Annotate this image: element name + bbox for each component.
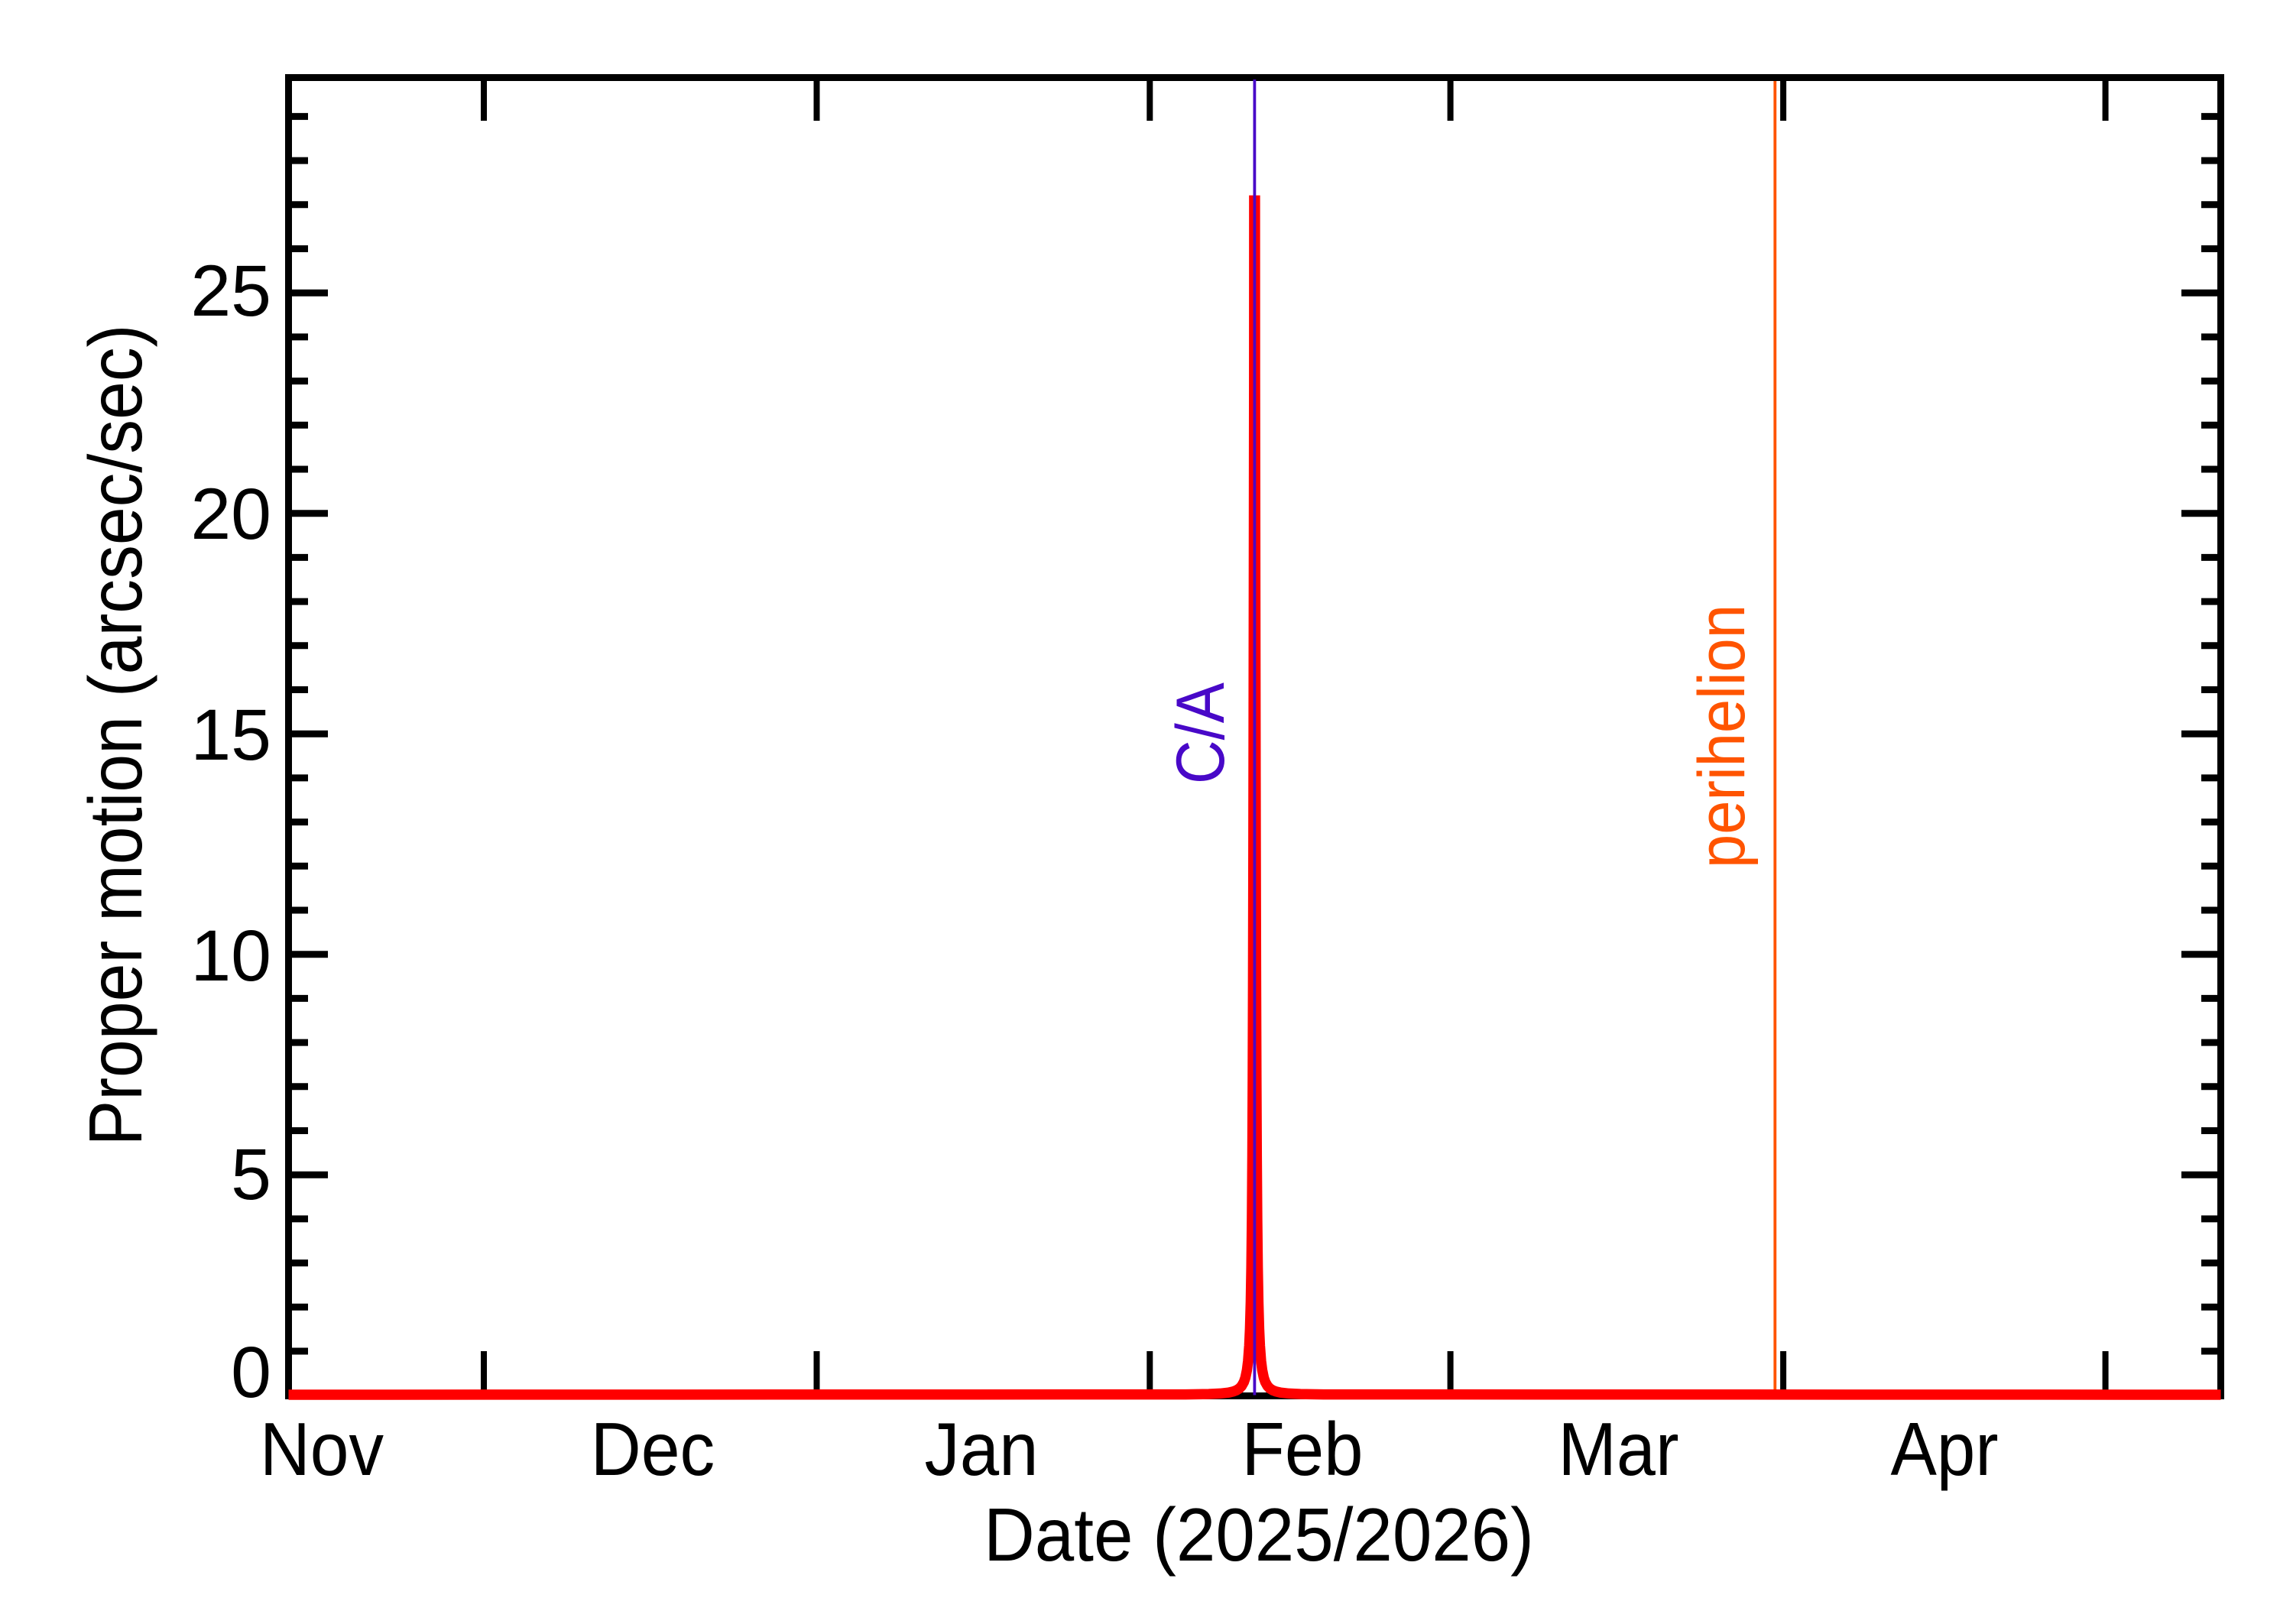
- svg-text:Dec: Dec: [591, 1407, 715, 1491]
- svg-text:0: 0: [231, 1332, 271, 1413]
- svg-text:10: 10: [190, 916, 271, 997]
- svg-text:20: 20: [190, 474, 271, 555]
- svg-text:Jan: Jan: [925, 1407, 1039, 1491]
- svg-text:perihelion: perihelion: [1685, 605, 1759, 868]
- svg-text:Date (2025/2026): Date (2025/2026): [984, 1493, 1534, 1577]
- svg-text:C/A: C/A: [1162, 682, 1238, 784]
- svg-text:Feb: Feb: [1242, 1407, 1364, 1491]
- svg-text:25: 25: [190, 251, 271, 332]
- svg-text:Proper motion (arcsec/sec): Proper motion (arcsec/sec): [73, 325, 157, 1146]
- svg-text:Apr: Apr: [1891, 1407, 1999, 1491]
- svg-text:5: 5: [231, 1134, 271, 1215]
- svg-text:Nov: Nov: [260, 1407, 384, 1491]
- svg-text:15: 15: [190, 695, 271, 776]
- svg-text:Mar: Mar: [1558, 1407, 1679, 1491]
